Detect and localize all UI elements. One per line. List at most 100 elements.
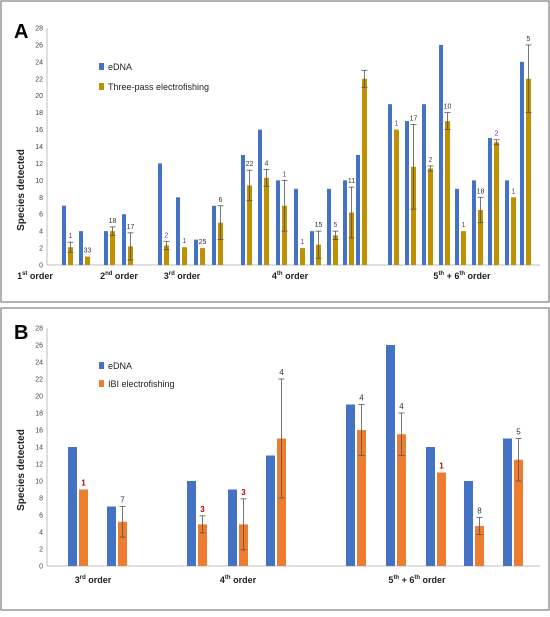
bar-fish — [357, 430, 366, 566]
y-tick-label: 14 — [35, 445, 43, 452]
bar-edna — [464, 481, 473, 566]
order-label: 3rd order — [164, 271, 201, 281]
order-label-part: 1 — [17, 271, 22, 281]
y-tick-label: 6 — [39, 513, 43, 520]
bar-edna — [158, 163, 162, 265]
y-tick-label: 16 — [35, 127, 43, 134]
y-tick-label: 14 — [35, 144, 43, 151]
y-tick-label: 20 — [35, 394, 43, 401]
order-label-part: order — [231, 575, 257, 585]
y-tick-label: 24 — [35, 59, 43, 66]
bar-fish — [397, 434, 406, 566]
legend-swatch-fish — [99, 380, 104, 387]
bar-edna — [310, 231, 314, 265]
bar-fish — [494, 142, 499, 265]
bar-edna — [107, 506, 116, 566]
y-tick-label: 2 — [39, 547, 43, 554]
sample-count-label: 1 — [439, 462, 444, 471]
bar-edna — [266, 455, 275, 566]
bar-edna — [488, 138, 492, 265]
bar-fish — [110, 231, 115, 265]
legend-swatch-fish — [99, 83, 104, 90]
order-label-sup: th — [225, 575, 231, 581]
y-tick-label: 18 — [35, 110, 43, 117]
bar-edna — [422, 104, 426, 265]
sample-count-label: 2 — [165, 232, 169, 239]
bar-fish — [349, 212, 354, 265]
y-tick-label: 28 — [35, 26, 43, 33]
bar-edna — [439, 44, 443, 265]
bar-edna — [455, 188, 459, 265]
bar-edna — [258, 129, 262, 265]
bar-fish — [511, 197, 516, 265]
sample-count-label: 1 — [512, 188, 516, 195]
panel-border — [0, 307, 550, 611]
bar-edna — [388, 104, 392, 265]
sample-count-label: 2 — [429, 157, 433, 164]
bar-fish — [475, 526, 484, 566]
bar-edna — [386, 345, 395, 566]
bar-edna — [68, 447, 77, 566]
y-tick-label: 0 — [39, 263, 43, 270]
bar-edna — [241, 154, 245, 265]
bar-fish — [478, 209, 483, 265]
sample-count-label: 17 — [127, 224, 135, 231]
order-label-sup: th — [414, 575, 420, 581]
bar-fish — [282, 205, 287, 265]
sample-count-label: 6 — [219, 197, 223, 204]
bar-edna — [327, 188, 331, 265]
order-label-part: order — [86, 575, 112, 585]
y-tick-label: 22 — [35, 76, 43, 83]
order-label-part: + 6 — [399, 575, 414, 585]
legend-label: eDNA — [108, 62, 132, 72]
order-label-part: 4 — [272, 271, 277, 281]
y-axis-label: Species detected — [16, 429, 27, 511]
bar-fish — [526, 78, 531, 266]
sample-count-label: 5 — [527, 36, 531, 43]
order-label-part: order — [175, 271, 201, 281]
bar-edna — [343, 180, 347, 265]
sample-count-label: 1 — [395, 121, 399, 128]
bar-fish — [277, 438, 286, 566]
bar-fish — [79, 489, 88, 566]
bar-fish — [218, 222, 223, 265]
bar-edna — [356, 154, 360, 265]
order-label-sup: nd — [105, 271, 113, 277]
bar-edna — [62, 205, 66, 265]
bar-edna — [79, 231, 83, 265]
bar-fish — [247, 185, 252, 265]
order-label-part: 2 — [100, 271, 105, 281]
sample-count-label: 15 — [315, 222, 323, 229]
bar-edna — [212, 205, 216, 265]
legend-label: IBI electrofishing — [108, 379, 175, 389]
bar-edna — [505, 180, 509, 265]
bar-fish — [85, 256, 90, 265]
bar-fish — [362, 78, 367, 266]
bar-fish — [182, 247, 187, 265]
sample-count-label: 1 — [301, 239, 305, 246]
y-tick-label: 4 — [39, 530, 43, 537]
y-tick-label: 8 — [39, 496, 43, 503]
order-label-sup: rd — [80, 575, 86, 581]
bar-edna — [228, 489, 237, 566]
order-label: 4th order — [272, 271, 309, 281]
sample-count-label: 18 — [109, 218, 117, 225]
bar-fish — [394, 129, 399, 265]
y-tick-label: 8 — [39, 195, 43, 202]
y-tick-label: 6 — [39, 212, 43, 219]
sample-count-label: 4 — [399, 402, 404, 411]
bar-fish — [445, 121, 450, 265]
sample-count-label: 2 — [495, 131, 499, 138]
bar-edna — [472, 180, 476, 265]
bar-fish — [68, 247, 73, 265]
bar-fish — [461, 231, 466, 265]
bar-edna — [176, 197, 180, 265]
panel-letter: A — [14, 21, 28, 43]
sample-count-label: 25 — [199, 239, 207, 246]
bar-fish — [264, 177, 269, 265]
panel-border — [0, 0, 550, 303]
legend-label: Three-pass electrofishing — [108, 82, 209, 92]
y-tick-label: 26 — [35, 42, 43, 49]
bar-fish — [437, 472, 446, 566]
